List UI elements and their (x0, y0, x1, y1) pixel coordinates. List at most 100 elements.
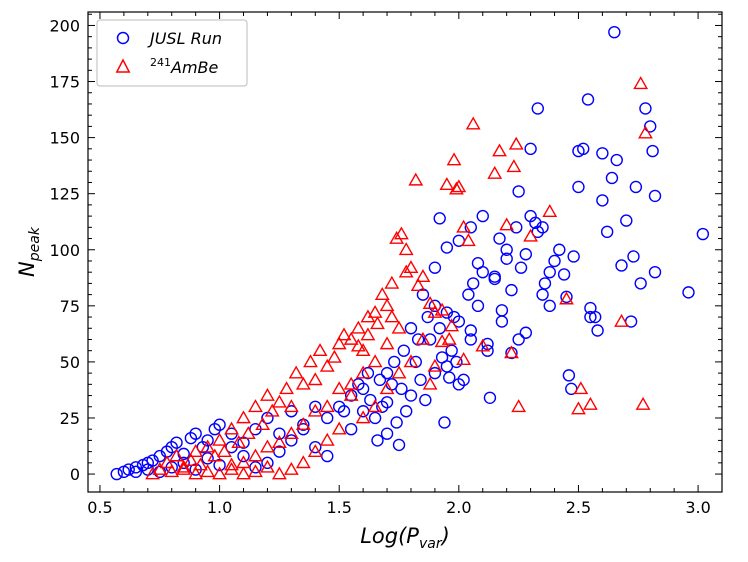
ambe-point (499, 217, 515, 231)
jusl-run-point (321, 449, 334, 463)
ambe-point (367, 304, 383, 318)
ambe-point (451, 179, 467, 193)
jusl-run-point (361, 366, 375, 380)
jusl-run-point (433, 212, 446, 225)
ambe-point (384, 309, 400, 323)
ambe-point (638, 125, 653, 139)
ambe-point (255, 417, 271, 431)
jusl-run-point (428, 261, 442, 274)
jusl-run-point (371, 434, 384, 447)
ambe-point (506, 159, 522, 173)
ambe-point (559, 291, 574, 305)
ambe-point (212, 432, 227, 446)
jusl-run-point (596, 194, 609, 207)
ambe-point (164, 464, 180, 478)
data-layer (110, 25, 710, 481)
x-tick-label: 3.0 (685, 498, 710, 517)
jusl-run-point (344, 422, 358, 436)
ambe-point (207, 448, 223, 462)
ambe-point (350, 338, 366, 352)
x-tick-label: 0.5 (87, 498, 112, 517)
jusl-run-point (615, 259, 628, 272)
legend-label-ambe-text: AmBe (170, 58, 219, 77)
jusl-run-point (536, 221, 549, 234)
jusl-run-point (505, 283, 518, 297)
ambe-point (307, 372, 323, 386)
ambe-point (367, 354, 383, 368)
ambe-point (355, 365, 371, 379)
ambe-point (360, 309, 376, 323)
jusl-run-point (682, 286, 695, 299)
ambe-point (264, 403, 280, 417)
ambe-point (427, 304, 443, 318)
ambe-point (583, 396, 598, 410)
ambe-point (312, 343, 328, 357)
x-tick-label: 1.0 (207, 498, 232, 517)
ambe-point (152, 461, 168, 475)
jusl-run-point (524, 142, 537, 156)
legend-marker-jusl (116, 31, 130, 45)
ambe-point (403, 260, 419, 274)
jusl-run-point (536, 288, 549, 301)
ambe-point (188, 466, 204, 480)
ambe-point (398, 264, 414, 278)
jusl-run-point (634, 277, 647, 290)
ambe-point (188, 444, 204, 457)
ambe-point (379, 381, 395, 395)
jusl-run-point (380, 396, 394, 409)
jusl-run-point (512, 333, 525, 346)
y-tick-label: 100 (49, 241, 80, 260)
ambe-point (379, 298, 395, 312)
jusl-run-point (581, 93, 595, 106)
ambe-point (271, 466, 287, 480)
jusl-run-point (261, 456, 274, 470)
jusl-run-point (390, 416, 403, 429)
ambe-point (319, 399, 335, 413)
ambe-point (391, 320, 407, 334)
jusl-run-point (608, 25, 621, 39)
ambe-point (200, 439, 216, 453)
jusl-run-point (373, 373, 387, 387)
ambe-point (260, 459, 275, 473)
jusl-run-point (519, 248, 533, 261)
jusl-run-point (529, 216, 542, 230)
ambe-point (434, 302, 450, 316)
jusl-run-point (553, 243, 566, 256)
ambe-point (360, 327, 376, 341)
ambe-point (573, 381, 589, 395)
jusl-run-point (510, 221, 523, 234)
ambe-point (159, 455, 175, 469)
y-tick-label: 125 (49, 185, 80, 204)
ambe-point (248, 399, 263, 413)
plot-frame (87, 11, 723, 493)
jusl-run-point (423, 333, 437, 346)
legend-label-jusl: JUSL Run (147, 29, 222, 48)
jusl-run-point (696, 227, 710, 241)
jusl-run-point (589, 310, 602, 324)
jusl-run-point (538, 277, 552, 290)
jusl-run-point (213, 418, 226, 431)
ambe-point (248, 448, 263, 462)
jusl-run-point (368, 411, 382, 425)
legend-marker-ambe (115, 58, 131, 73)
jusl-run-point (419, 393, 432, 407)
ambe-point (176, 459, 192, 473)
x-axis-label-main: Log(P (360, 524, 419, 548)
ambe-point (415, 269, 431, 283)
ambe-point (343, 387, 359, 401)
jusl-run-point (572, 180, 585, 194)
ambe-point (271, 435, 287, 449)
ambe-point (200, 464, 216, 478)
ambe-point (439, 177, 455, 191)
jusl-run-point (605, 171, 619, 185)
ambe-point (614, 313, 629, 327)
x-axis-label-close: ) (440, 524, 450, 548)
x-axis-label: Log(Pvar) (360, 524, 450, 552)
jusl-run-point (440, 241, 454, 254)
jusl-run-point (380, 366, 394, 380)
y-axis-label: Npeak (15, 226, 43, 277)
jusl-run-point (189, 427, 202, 440)
jusl-run-point (639, 102, 652, 115)
ambe-point (145, 466, 161, 480)
jusl-run-point (110, 467, 123, 481)
